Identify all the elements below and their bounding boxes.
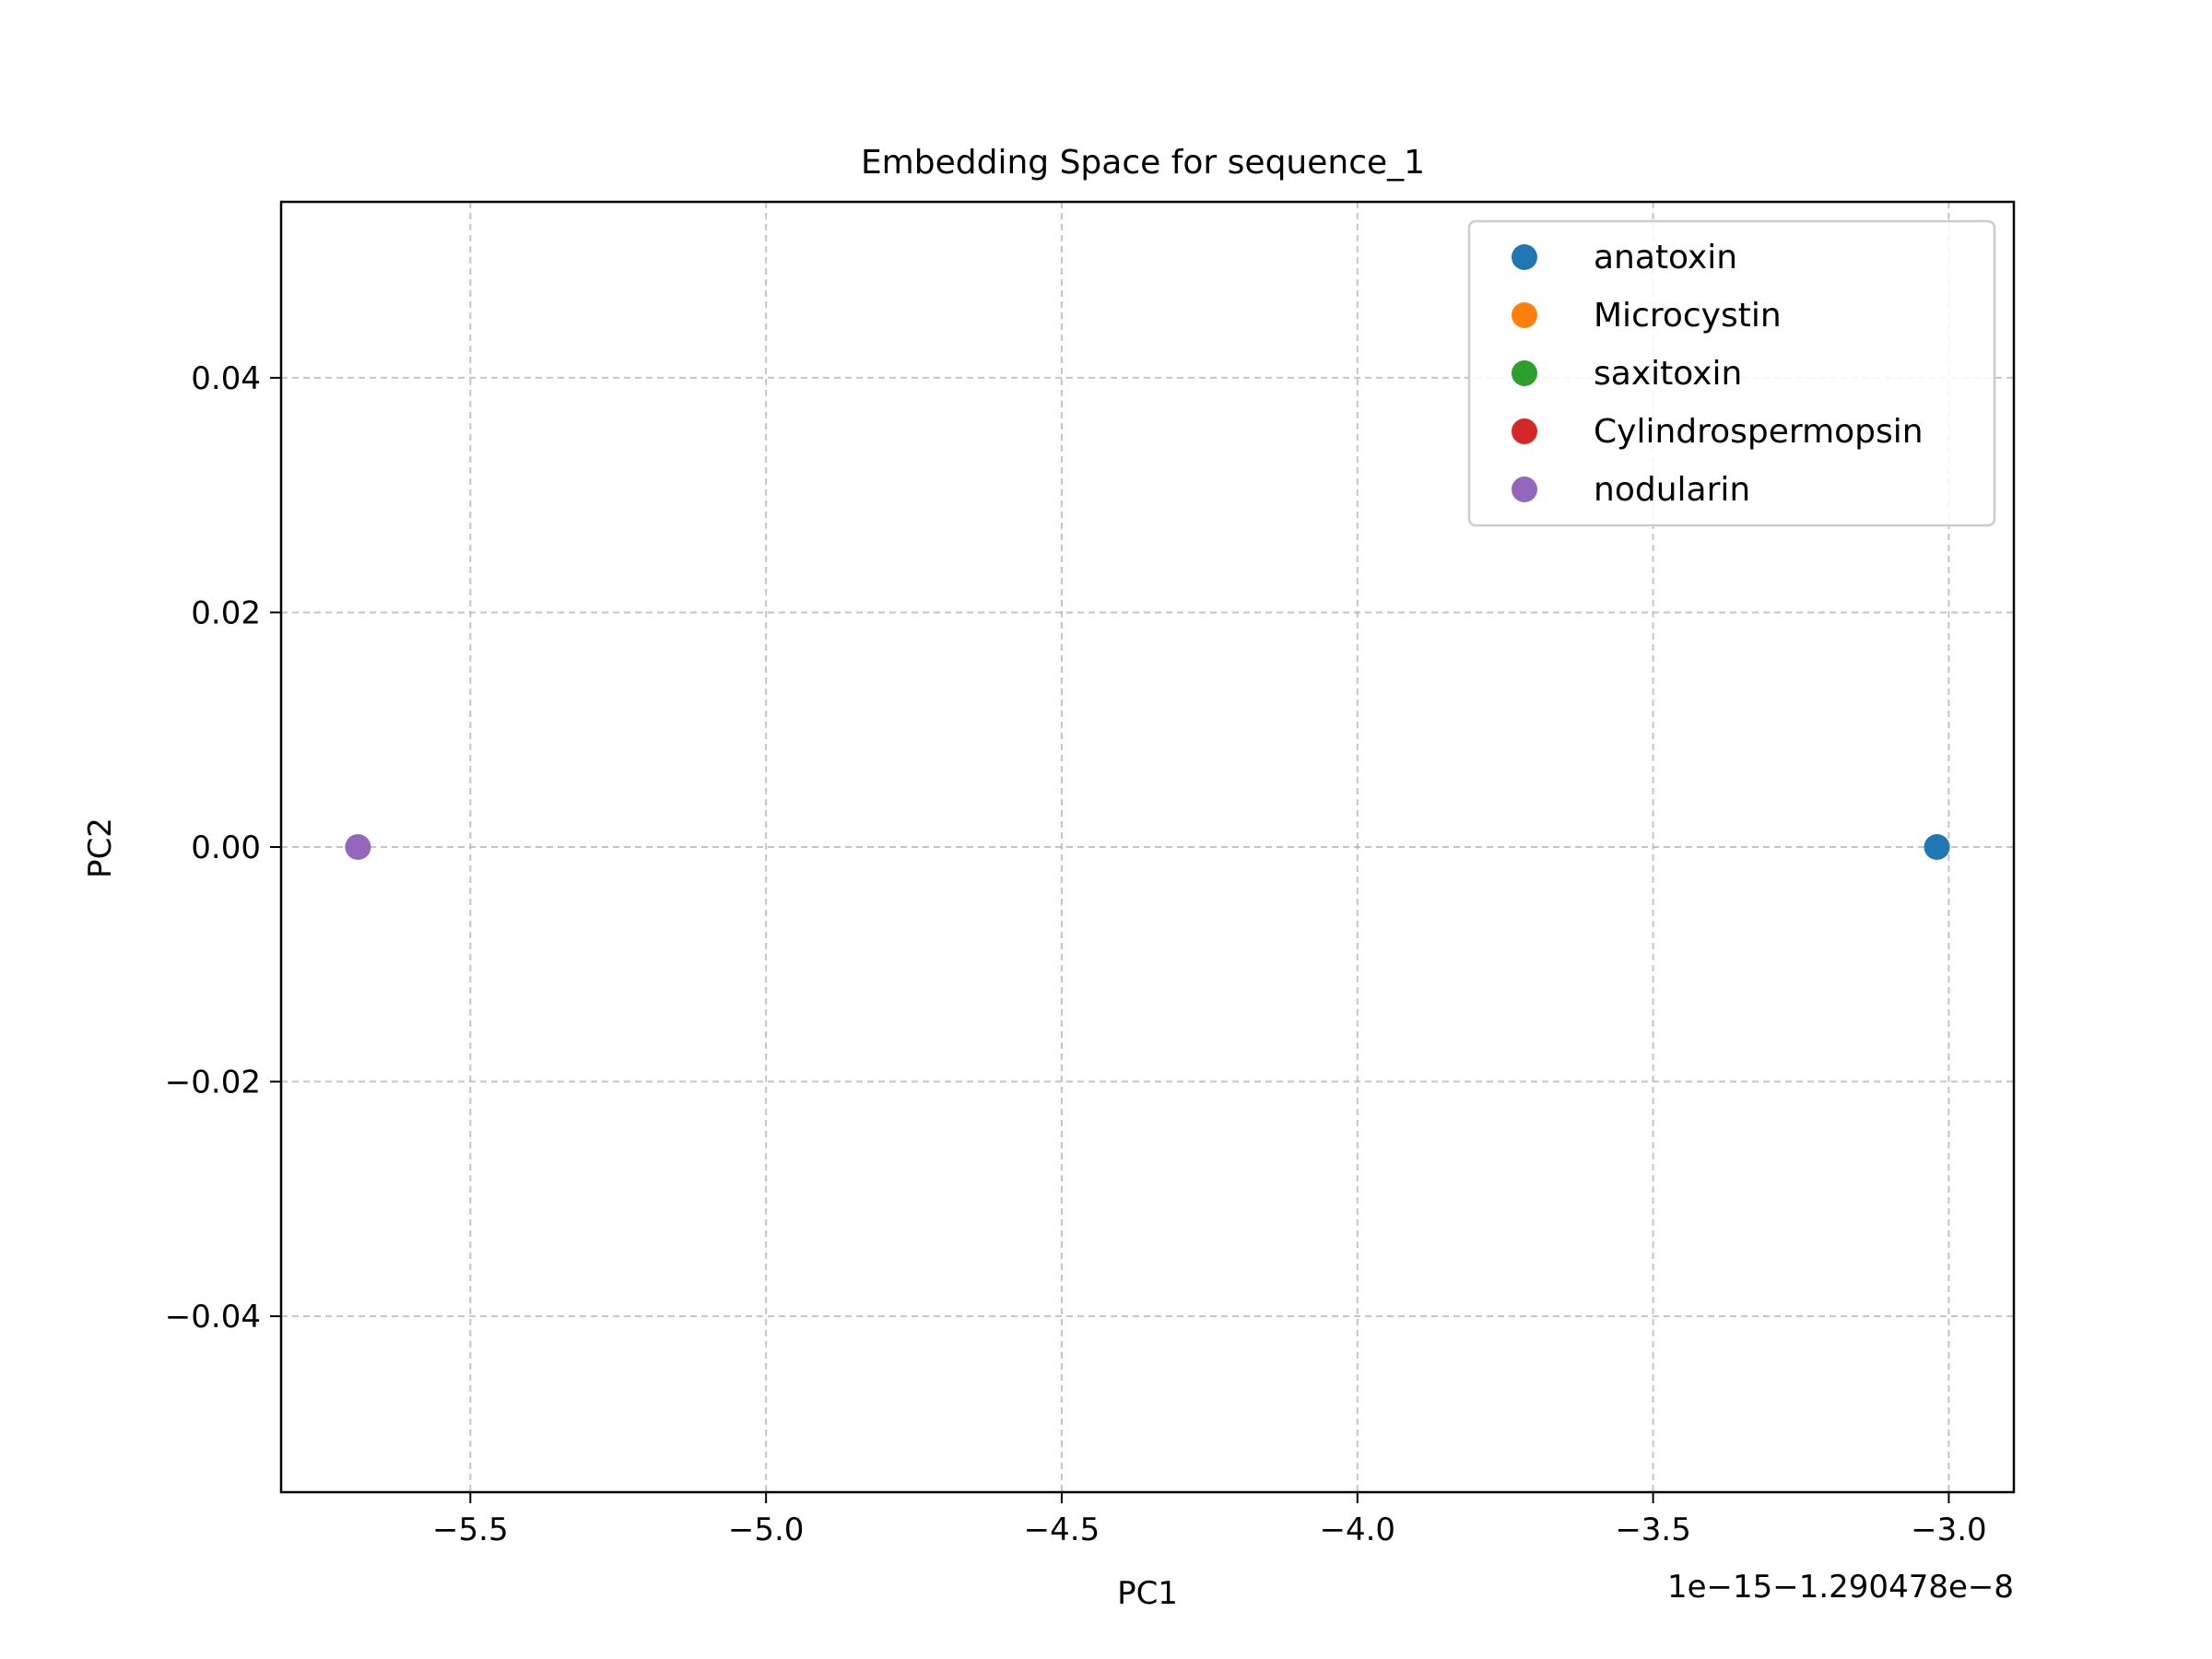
grid-lines: [281, 202, 2014, 1492]
x-tick-label: −5.0: [728, 1512, 805, 1548]
y-axis-label: PC2: [82, 818, 119, 878]
legend-marker-saxitoxin: [1512, 360, 1537, 386]
legend-marker-cylindrospermopsin: [1512, 418, 1537, 444]
legend-label: nodularin: [1594, 471, 1750, 509]
legend-marker-nodularin: [1512, 477, 1537, 502]
data-point-anatoxin: [1924, 834, 1950, 860]
legend-label: saxitoxin: [1594, 355, 1742, 393]
legend-label: anatoxin: [1594, 239, 1737, 276]
data-point-nodularin: [345, 834, 371, 860]
y-tick-label: 0.04: [191, 360, 261, 397]
y-tick-label: −0.04: [165, 1299, 261, 1335]
x-tick-label: −4.0: [1320, 1512, 1396, 1548]
axis-ticks: −5.5 −5.0 −4.5 −4.0 −3.5 −3.0 0.04 0.02 0.00 −0.0…: [165, 360, 1987, 1548]
data-points: [345, 834, 1950, 860]
x-tick-label: −5.5: [432, 1512, 509, 1548]
legend-label: Cylindrospermopsin: [1594, 413, 1924, 451]
x-axis-offset-text: 1e−15−1.290478e−8: [1667, 1569, 2014, 1606]
x-tick-label: −3.0: [1911, 1512, 1987, 1548]
x-tick-label: −4.5: [1024, 1512, 1100, 1548]
legend-marker-microcystin: [1512, 302, 1537, 328]
x-tick-label: −3.5: [1615, 1512, 1691, 1548]
chart-title: Embedding Space for sequence_1: [861, 144, 1425, 182]
legend-marker-anatoxin: [1512, 244, 1537, 270]
y-tick-label: 0.00: [191, 830, 261, 866]
y-tick-label: 0.02: [191, 594, 261, 631]
legend-label: Microcystin: [1594, 297, 1782, 335]
y-tick-label: −0.02: [165, 1065, 261, 1101]
legend-frame: [1467, 219, 1996, 527]
x-axis-label: PC1: [1117, 1575, 1178, 1612]
legend: anatoxin Microcystin saxitoxin Cylindrosper…: [1467, 219, 1996, 527]
